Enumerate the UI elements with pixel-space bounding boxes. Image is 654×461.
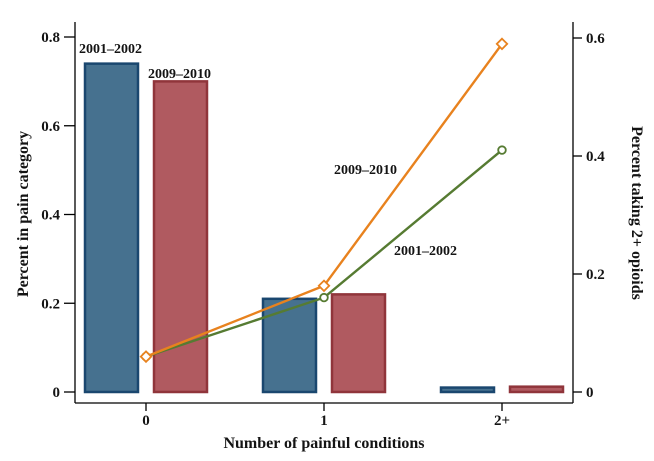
marker-diamond-opioids-2009-2010-cat-2	[495, 37, 509, 51]
left-axis-tick-label: 0.4	[41, 208, 60, 224]
annotation-bar-label-2009-2010: 2009–2010	[148, 67, 211, 82]
plot-area: 0 0.2 0.4 0.6 0.8 0 0.2 0.4 0.6 0 1 2+ 2001–2002 2009…	[41, 22, 605, 429]
bar-pain-2001-2002-cat-2	[439, 386, 496, 394]
left-axis-tick-label: 0.6	[41, 119, 60, 135]
right-axis-tick-label: 0.6	[586, 31, 605, 47]
marker-diamond-opioids-2009-2010-cat-1	[317, 279, 331, 293]
bar-pain-2009-2010-cat-2	[508, 385, 565, 394]
right-axis-tick-label: 0	[586, 385, 594, 401]
annotation-bar-label-2001-2002: 2001–2002	[79, 42, 142, 57]
left-axis-title: Percent in pain category	[15, 131, 32, 297]
bar-pain-2009-2010-cat-1	[330, 293, 387, 394]
left-axis-tick-label: 0	[53, 385, 61, 401]
marker-diamond-opioids-2009-2010-cat-0	[139, 350, 153, 364]
right-axis-tick-label: 0.4	[586, 149, 605, 165]
left-axis-tick-label: 0.2	[41, 296, 60, 312]
x-axis-title: Number of painful conditions	[223, 435, 424, 452]
annotation-line-label-2001-2002: 2001–2002	[394, 244, 457, 259]
left-axis-tick-label: 0.8	[41, 30, 60, 46]
x-axis-tick-label: 1	[320, 413, 328, 429]
bar-pain-2001-2002-cat-0	[83, 62, 140, 394]
marker-circle-opioids-2001-2002-cat-2	[497, 145, 507, 155]
marker-circle-opioids-2001-2002-cat-1	[319, 292, 329, 303]
right-axis-tick-label: 0.2	[586, 267, 605, 283]
x-axis-tick-label: 2+	[494, 413, 510, 429]
bar-pain-2001-2002-cat-1	[261, 297, 318, 394]
x-axis-tick-label: 0	[142, 413, 150, 429]
right-axis-title: Percent taking 2+ opioids	[628, 126, 645, 300]
annotation-line-label-2009-2010: 2009–2010	[334, 163, 397, 178]
